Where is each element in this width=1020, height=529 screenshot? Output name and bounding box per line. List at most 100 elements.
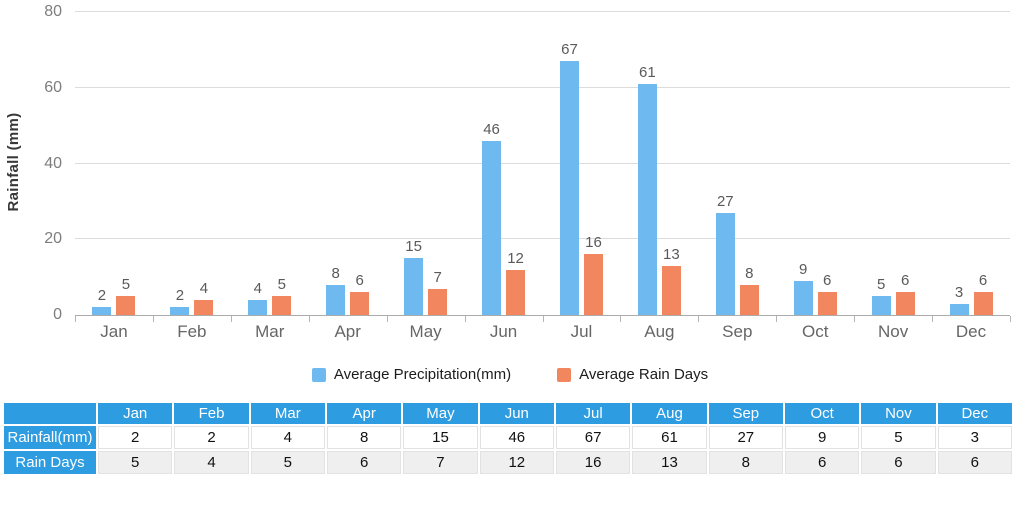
bar-value-label: 5 bbox=[876, 276, 886, 294]
table-row: Rain Days 5 4 5 6 7 12 16 13 8 6 6 6 bbox=[4, 451, 1012, 474]
table-cell-mar: 4 bbox=[250, 426, 325, 449]
bar-rain-days-May bbox=[428, 288, 448, 315]
bar-rain-days-Jul bbox=[583, 254, 603, 315]
x-axis-label-may: May bbox=[409, 322, 442, 341]
table-cell-feb: 4 bbox=[174, 451, 249, 474]
bar-precipitation-Jun bbox=[482, 140, 502, 315]
gridline-40 bbox=[75, 162, 1010, 164]
bar-precipitation-Dec bbox=[949, 303, 969, 315]
bar-precipitation-Jan bbox=[92, 307, 112, 315]
rainfall-bar-chart: Rainfall (mm) 2 5 2 4 4 5 8 6 15 7 46 12 67 16 61 13 27 8… bbox=[5, 3, 1011, 341]
table-cell-sep: 8 bbox=[708, 451, 783, 474]
bar-rain-days-Feb bbox=[194, 299, 214, 315]
table-cell-aug: 13 bbox=[632, 451, 707, 474]
x-axis-label-sep: Sep bbox=[722, 322, 753, 341]
y-tick-label-20: 20 bbox=[44, 230, 62, 248]
table-cell-jun: 12 bbox=[479, 451, 554, 474]
bar-value-label: 67 bbox=[561, 41, 578, 59]
x-axis-tick bbox=[543, 316, 544, 322]
table-header-apr: Apr bbox=[326, 403, 402, 424]
table-header-mar: Mar bbox=[250, 403, 325, 424]
bar-rain-days-Oct bbox=[817, 292, 837, 315]
legend-item-rain-days: Average Rain Days bbox=[557, 366, 708, 383]
table-cell-jan: 5 bbox=[98, 451, 173, 474]
table-cell-feb: 2 bbox=[174, 426, 249, 449]
table-cell-apr: 6 bbox=[326, 451, 402, 474]
table-cell-nov: 6 bbox=[861, 451, 936, 474]
bar-value-label: 3 bbox=[954, 283, 964, 301]
bar-value-label: 4 bbox=[253, 279, 262, 297]
x-axis-label-feb: Feb bbox=[177, 322, 207, 341]
plot-area: 2 5 2 4 4 5 8 6 15 7 46 12 67 16 61 13 27 8 9 6 5 6 3 6 bbox=[75, 11, 1011, 322]
bar-value-label: 9 bbox=[799, 260, 808, 278]
x-axis-label-oct: Oct bbox=[801, 322, 829, 341]
bar-precipitation-Mar bbox=[248, 299, 268, 315]
bar-precipitation-Oct bbox=[793, 280, 813, 315]
table-header-nov: Nov bbox=[861, 403, 936, 424]
bar-value-label: 6 bbox=[900, 272, 910, 290]
x-axis-tick bbox=[932, 316, 933, 322]
x-axis-label-apr: Apr bbox=[334, 322, 361, 341]
bar-precipitation-Apr bbox=[326, 284, 346, 315]
table-cell-oct: 9 bbox=[784, 426, 860, 449]
bar-value-label: 8 bbox=[331, 264, 340, 282]
table-cell-apr: 8 bbox=[326, 426, 402, 449]
table-header-jun: Jun bbox=[479, 403, 554, 424]
x-axis-label-jun: Jun bbox=[489, 322, 518, 341]
table-cell-oct: 6 bbox=[784, 451, 860, 474]
legend-item-precipitation: Average Precipitation(mm) bbox=[311, 366, 511, 383]
bar-rain-days-Mar bbox=[272, 296, 292, 315]
bar-precipitation-Jul bbox=[559, 61, 579, 315]
table-cell-may: 7 bbox=[403, 451, 478, 474]
table-cell-jul: 67 bbox=[555, 426, 631, 449]
x-axis-tick bbox=[854, 316, 855, 322]
table-cell-mar: 5 bbox=[250, 451, 325, 474]
table-header-sep: Sep bbox=[708, 403, 783, 424]
y-tick-label-0: 0 bbox=[53, 306, 62, 323]
x-axis-tick bbox=[75, 316, 76, 322]
table-row: Rainfall(mm) 2 2 4 8 15 46 67 61 27 9 5 3 bbox=[4, 426, 1012, 449]
table-row-label: Rain Days bbox=[4, 451, 96, 474]
x-axis-tick bbox=[465, 316, 466, 322]
bar-value-label: 27 bbox=[716, 192, 734, 210]
x-axis-tick bbox=[387, 316, 388, 322]
bar-value-label: 6 bbox=[355, 272, 364, 290]
table-cell-dec: 6 bbox=[937, 451, 1012, 474]
x-axis-label-jul: Jul bbox=[570, 322, 593, 341]
y-tick-label-80: 80 bbox=[44, 3, 62, 20]
y-tick-label-40: 40 bbox=[44, 154, 62, 172]
bar-precipitation-Nov bbox=[871, 296, 891, 315]
table-cell-jan: 2 bbox=[98, 426, 173, 449]
table-header-may: May bbox=[403, 403, 478, 424]
table-cell-dec: 3 bbox=[937, 426, 1012, 449]
x-axis-tick bbox=[309, 316, 310, 322]
y-tick-label-60: 60 bbox=[44, 78, 62, 96]
bar-precipitation-Sep bbox=[715, 212, 735, 315]
x-axis-tick bbox=[776, 316, 777, 322]
table-header-oct: Oct bbox=[784, 403, 860, 424]
table-cell-sep: 27 bbox=[708, 426, 783, 449]
table-cell-jul: 16 bbox=[555, 451, 631, 474]
table-cell-aug: 61 bbox=[632, 426, 707, 449]
table-header-jan: Jan bbox=[98, 403, 173, 424]
bar-value-label: 16 bbox=[585, 234, 602, 252]
x-axis-tick bbox=[231, 316, 232, 322]
monthly-data-table: Jan Feb Mar Apr May Jun Jul Aug Sep Oct Nov Dec Rain… bbox=[2, 401, 1014, 476]
bar-rain-days-Sep bbox=[739, 284, 759, 315]
table-cell-nov: 5 bbox=[861, 426, 936, 449]
x-axis-label-jan: Jan bbox=[100, 322, 128, 341]
x-axis-tick bbox=[620, 316, 621, 322]
bar-precipitation-Aug bbox=[637, 83, 657, 315]
x-axis-label-nov: Nov bbox=[877, 322, 909, 341]
x-axis-tick bbox=[698, 316, 699, 322]
bar-value-label: 5 bbox=[121, 276, 131, 294]
bar-value-label: 46 bbox=[483, 120, 500, 138]
bar-value-label: 6 bbox=[978, 272, 988, 290]
legend-label-rain-days: Average Rain Days bbox=[579, 366, 709, 383]
x-axis-label-dec: Dec bbox=[955, 322, 987, 341]
x-axis-label-aug: Aug bbox=[644, 322, 675, 341]
table-header-feb: Feb bbox=[174, 403, 249, 424]
bar-value-label: 2 bbox=[175, 287, 185, 305]
legend-swatch-rain-days-icon bbox=[557, 367, 572, 382]
